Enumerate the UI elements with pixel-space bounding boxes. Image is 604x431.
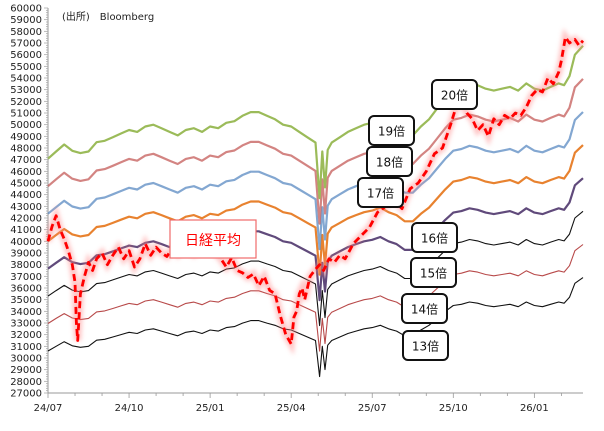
y-tick-label: 37000 [10, 272, 42, 283]
x-tick-label: 25/01 [196, 403, 225, 414]
x-tick-label: 24/07 [34, 403, 63, 414]
band-label-box-17x [357, 177, 404, 208]
y-tick-label: 31000 [10, 342, 42, 353]
y-tick-label: 50000 [10, 120, 42, 131]
band-label-17x: 17倍 [367, 186, 394, 201]
y-tick-label: 57000 [10, 39, 42, 50]
x-tick-label: 24/10 [115, 403, 144, 414]
band-line-18x [47, 111, 584, 251]
y-tick-label: 27000 [10, 389, 42, 400]
y-tick-label: 40000 [10, 237, 42, 248]
band-label-14x: 14倍 [411, 302, 438, 317]
x-axis: 24/07 24/10 25/01 25/04 25/07 25/10 26/01 [34, 392, 583, 414]
x-tick-label: 26/01 [520, 403, 549, 414]
x-tick-label: 25/04 [277, 403, 306, 414]
y-tick-label: 51000 [10, 109, 42, 120]
band-label-box-13x [402, 330, 449, 361]
band-label-16x: 16倍 [421, 231, 448, 246]
y-tick-label: 45000 [10, 179, 42, 190]
band-label-box-15x [410, 257, 457, 288]
y-tick-label: 38000 [10, 260, 42, 271]
nikkei-glow [44, 28, 586, 356]
band-line-17x [47, 144, 584, 276]
y-tick-label: 52000 [10, 97, 42, 108]
nikkei-label: 日経平均 [185, 233, 241, 249]
band-label-box-14x [401, 293, 448, 324]
y-tick-label: 55000 [10, 62, 42, 73]
y-tick-label: 36000 [10, 284, 42, 295]
per-band-lines [47, 45, 584, 378]
y-tick-label: 58000 [10, 27, 42, 38]
band-label-box-18x [366, 146, 413, 177]
band-line-15x [47, 210, 584, 327]
nikkei-label-box [169, 219, 257, 259]
band-label-15x: 15倍 [420, 266, 447, 281]
y-tick-label: 53000 [10, 85, 42, 96]
nikkei-series [44, 28, 586, 356]
band-label-box-20x [431, 79, 478, 110]
band-label-20x: 20倍 [441, 88, 468, 103]
y-tick-label: 29000 [10, 365, 42, 376]
band-label-18x: 18倍 [376, 155, 403, 170]
y-tick-label: 49000 [10, 132, 42, 143]
y-tick-label: 30000 [10, 354, 42, 365]
band-label-box-16x [411, 222, 458, 253]
y-tick-label: 59000 [10, 15, 42, 26]
y-tick-label: 35000 [10, 295, 42, 306]
y-tick-label: 33000 [10, 319, 42, 330]
y-tick-label: 43000 [10, 202, 42, 213]
band-line-14x [47, 244, 584, 352]
y-tick-label: 34000 [10, 307, 42, 318]
band-line-20x [47, 45, 584, 200]
band-label-19x: 19倍 [378, 124, 405, 139]
y-tick-label: 46000 [10, 167, 42, 178]
series-labels: 日経平均 20倍 19倍 18倍 17倍 16倍 15倍 14倍 13倍 [169, 79, 478, 361]
y-tick-label: 42000 [10, 214, 42, 225]
y-tick-label: 32000 [10, 330, 42, 341]
x-tick-label: 25/07 [358, 403, 387, 414]
x-tick-label: 25/10 [439, 403, 468, 414]
y-tick-label: 28000 [10, 377, 42, 388]
source-note: (出所) Bloomberg [62, 10, 154, 23]
y-tick-label: 56000 [10, 50, 42, 61]
y-tick-label: 48000 [10, 144, 42, 155]
band-label-box-19x [368, 115, 415, 146]
band-label-13x: 13倍 [412, 339, 439, 354]
y-tick-label: 54000 [10, 74, 42, 85]
band-line-13x [47, 277, 584, 378]
y-tick-label: 39000 [10, 249, 42, 260]
y-axis: 2700028000290003000031000320003300034000… [10, 4, 49, 400]
y-tick-label: 44000 [10, 190, 42, 201]
y-tick-label: 41000 [10, 225, 42, 236]
y-tick-label: 47000 [10, 155, 42, 166]
y-tick-label: 60000 [10, 4, 42, 15]
nikkei-line [46, 35, 585, 346]
